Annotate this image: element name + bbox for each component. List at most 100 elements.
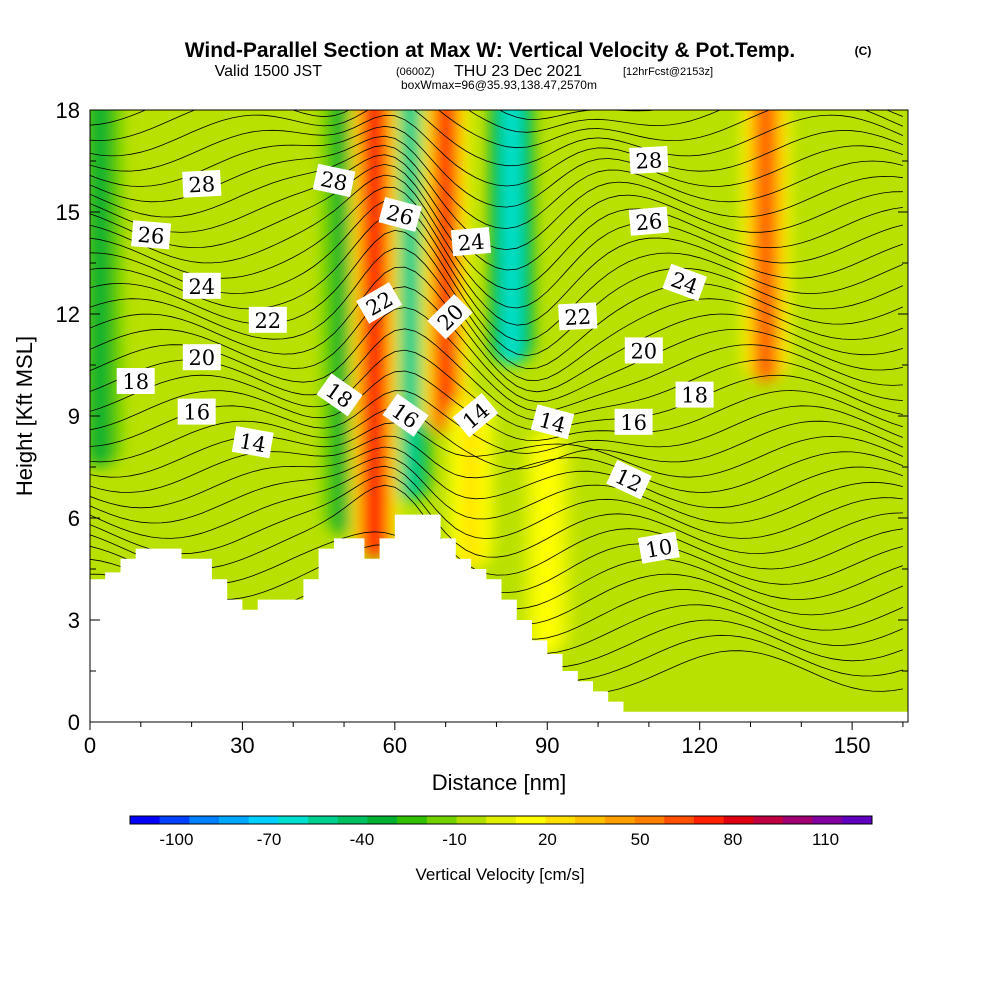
valid-date: THU 23 Dec 2021: [454, 63, 582, 80]
label-box: [116, 368, 155, 394]
isentrope-label: 26: [628, 206, 669, 236]
colorbar-swatch: [159, 816, 190, 824]
colorbar-tick-label: -10: [442, 830, 467, 849]
isentrope-label: 20: [624, 337, 663, 364]
x-tick-label: 90: [535, 733, 559, 758]
updraft-band: [758, 110, 773, 382]
label-box: [637, 531, 680, 564]
colorbar-swatch: [545, 816, 576, 824]
isentrope-line: [90, 114, 904, 187]
isentrope-line: [90, 174, 903, 309]
label-box: [530, 404, 575, 440]
x-tick-label: 0: [84, 733, 96, 758]
isentrope-line: [90, 145, 903, 251]
colorbar-tick-label: 20: [538, 830, 557, 849]
isentrope-label: 20: [182, 344, 221, 371]
isentrope-label-text: 20: [630, 339, 657, 363]
label-box: [131, 220, 172, 250]
colorbar-swatch: [812, 816, 843, 824]
isentrope-label-text: 14: [237, 429, 267, 457]
x-tick-label: 30: [230, 733, 254, 758]
y-tick-label: 15: [56, 200, 80, 225]
colorbar-swatch: [248, 816, 279, 824]
updraft-band: [464, 396, 479, 569]
y-tick-label: 9: [68, 404, 80, 429]
isentrope-line: [90, 465, 903, 540]
colorbar-ticks: -100 -70 -40 -10 20 50 80 110: [159, 830, 839, 849]
isentrope-label-text: 22: [564, 305, 592, 330]
isentrope-line: [90, 307, 903, 412]
isentrope-label: 10: [637, 531, 680, 564]
isentrope-label-text: 24: [188, 275, 215, 299]
y-tick-label: 3: [68, 608, 80, 633]
label-box: [182, 344, 221, 371]
label-box: [177, 398, 216, 425]
colorbar-swatch: [723, 816, 754, 824]
isentrope-line: [90, 328, 903, 421]
colorbar-swatch: [130, 816, 160, 824]
colorbar-swatch: [604, 816, 635, 824]
isentrope-label-text: 20: [188, 346, 215, 370]
label-box: [662, 263, 708, 302]
isentrope-label: 14: [452, 393, 499, 438]
isentrope-line: [90, 110, 904, 149]
downdraft-band: [402, 110, 419, 501]
isentrope-label: 14: [231, 426, 274, 459]
isentrope-line: [90, 407, 904, 470]
colorbar-frame: [129, 815, 873, 825]
x-tick-label: 120: [681, 733, 718, 758]
label-box: [628, 206, 669, 236]
colorbar-swatch: [842, 816, 873, 824]
isentrope-line: [90, 213, 904, 357]
colorbar-swatch: [397, 816, 428, 824]
x-axis: 0 30 60 90 120 150: [84, 722, 904, 758]
label-box: [182, 272, 221, 299]
isentrope-label-text: 16: [620, 411, 647, 435]
y-tick-label: 0: [68, 710, 80, 735]
isentrope-line: [90, 125, 904, 208]
box-wmax-info: boxWmax=96@35.93,138.47,2570m: [401, 78, 597, 92]
x-tick-label: 60: [383, 733, 407, 758]
isentrope-label: 16: [177, 398, 216, 425]
isentrope-line: [90, 199, 904, 342]
isentrope-label-text: 28: [635, 148, 663, 173]
y-tick-label: 18: [56, 98, 80, 123]
colorbar-swatch: [219, 816, 250, 824]
y-axis-title: Height [Kft MSL]: [12, 336, 37, 496]
isentrope-label: 22: [248, 306, 287, 333]
label-box: [248, 306, 287, 333]
updraft-band: [540, 430, 555, 654]
isentrope-line: [90, 435, 904, 493]
isentrope-label-text: 16: [183, 401, 210, 425]
valid-time: Valid 1500 JST: [215, 63, 323, 80]
colorbar-tick-label: 50: [631, 830, 650, 849]
isentrope-label-text: 18: [122, 370, 149, 394]
isentrope-label: 26: [131, 220, 172, 250]
isentrope-label-text: 28: [188, 172, 216, 197]
isentrope-label-text: 18: [681, 384, 708, 408]
colorbar-swatch: [693, 816, 724, 824]
label-box: [558, 302, 598, 331]
isentrope-line: [90, 390, 904, 454]
isentrope-line: [90, 286, 903, 403]
isentrope-label: 14: [530, 404, 575, 440]
isentrope-label: 28: [182, 169, 222, 198]
y-tick-label: 6: [68, 506, 80, 531]
isentrope-label: 28: [629, 146, 669, 174]
isentrope-line: [90, 266, 904, 393]
isentrope-label: 24: [182, 272, 221, 299]
colorbar-swatch: [278, 816, 309, 824]
isentrope-line: [90, 163, 903, 290]
colorbar-tick-label: 110: [812, 830, 839, 849]
label-box: [675, 381, 714, 408]
isentrope-line: [90, 446, 904, 509]
isentrope-label: 22: [558, 302, 598, 331]
label-box: [231, 426, 274, 459]
isentrope-line: [90, 110, 904, 133]
label-box: [629, 146, 669, 174]
isentrope-line: [90, 484, 903, 576]
colorbar-swatch: [486, 816, 517, 824]
colorbar-swatch: [426, 816, 457, 824]
terrain-mask: [90, 514, 908, 722]
